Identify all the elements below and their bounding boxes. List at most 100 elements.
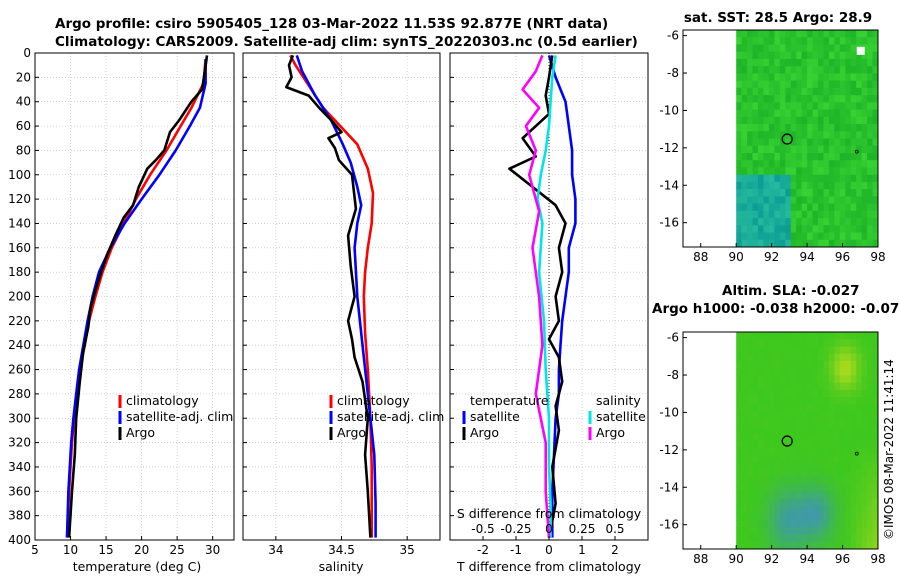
map-cell — [752, 426, 759, 434]
map-cell — [850, 95, 857, 103]
map-cell — [768, 353, 775, 362]
map-cell — [818, 44, 824, 53]
map-cell — [736, 534, 743, 543]
map-cell — [828, 124, 835, 132]
map-cell — [872, 239, 879, 248]
legend-heading-salinity: salinity — [596, 393, 641, 408]
map-cell — [796, 332, 803, 340]
map-cell — [801, 51, 808, 60]
map-cell — [774, 527, 781, 535]
map-cell — [818, 160, 824, 168]
map-cell — [812, 58, 819, 67]
map-cell — [872, 447, 879, 456]
map-cell — [796, 203, 803, 212]
map-cell — [834, 455, 841, 463]
map-cell — [736, 433, 743, 441]
map-cell — [834, 491, 841, 499]
legend-label-satellite: satellite-adj. clim — [126, 409, 233, 424]
map-cell — [867, 80, 874, 89]
map-cell — [796, 153, 803, 161]
map-cell — [861, 167, 868, 176]
map-cell — [807, 102, 814, 110]
salinity-panel: 34 34.5 35 — [242, 52, 441, 557]
map-cell — [828, 512, 835, 521]
map-cell — [758, 210, 764, 219]
map-cell — [741, 232, 748, 241]
map-cell — [807, 455, 814, 463]
map-cell — [823, 520, 830, 528]
map-cell — [758, 181, 764, 190]
map-cell — [785, 145, 792, 154]
map-cell — [736, 512, 743, 521]
map-cell — [801, 520, 808, 528]
map-y-tick-label: -6 — [667, 331, 679, 345]
map-cell — [779, 368, 786, 376]
map-cell — [867, 66, 874, 74]
map-cell — [812, 44, 819, 53]
map-cell — [867, 505, 874, 514]
map-cell — [807, 66, 814, 74]
map-cell — [736, 426, 743, 434]
map-cell — [763, 404, 770, 412]
map-cell — [867, 382, 874, 391]
map-cell — [818, 346, 824, 355]
map-cell — [834, 153, 841, 161]
map-cell — [839, 116, 846, 125]
map-cell — [828, 389, 835, 398]
map-cell — [872, 360, 879, 369]
map-cell — [850, 375, 857, 384]
map-cell — [807, 483, 814, 492]
map-cell — [834, 66, 841, 74]
y-tick-label: 380 — [8, 509, 31, 523]
map-cell — [807, 225, 814, 233]
map-cell — [861, 346, 868, 355]
map-cell — [758, 196, 764, 205]
map-cell — [785, 167, 792, 176]
map-cell — [839, 153, 846, 161]
map-cell — [774, 124, 781, 132]
map-cell — [807, 174, 814, 183]
map-cell — [752, 87, 759, 96]
map-cell — [741, 181, 748, 190]
map-cell — [861, 520, 868, 528]
map-cell — [758, 225, 764, 233]
map-cell — [758, 426, 764, 434]
map-cell — [818, 527, 824, 535]
map-cell — [845, 433, 852, 441]
map-cell — [779, 109, 786, 118]
map-cell — [818, 210, 824, 219]
map-cell — [872, 346, 879, 355]
map-cell — [768, 498, 775, 507]
map-cell — [747, 87, 754, 96]
map-cell — [747, 30, 754, 38]
map-cell — [801, 534, 808, 543]
map-cell — [796, 124, 803, 132]
map-cell — [872, 404, 879, 412]
map-cell — [741, 189, 748, 197]
map-cell — [774, 196, 781, 205]
map-cell — [763, 382, 770, 391]
map-cell — [768, 346, 775, 355]
map-cell — [779, 346, 786, 355]
map-cell — [812, 491, 819, 499]
map-cell — [752, 95, 759, 103]
map-cell — [828, 210, 835, 219]
map-cell — [796, 225, 803, 233]
map-cell — [867, 167, 874, 176]
float-track-point — [854, 451, 859, 456]
map-cell — [741, 462, 748, 470]
map-cell — [763, 196, 770, 205]
map-cell — [823, 138, 830, 147]
map-cell — [785, 411, 792, 420]
map-cell — [747, 58, 754, 67]
map-cell — [828, 218, 835, 226]
map-cell — [768, 433, 775, 441]
legend-label-t-argo: Argo — [470, 425, 499, 440]
map-cell — [768, 512, 775, 521]
map-cell — [828, 66, 835, 74]
map-cell — [747, 447, 754, 456]
map-cell — [828, 196, 835, 205]
map-cell — [763, 346, 770, 355]
map-cell — [872, 58, 879, 67]
map-cell — [774, 512, 781, 521]
